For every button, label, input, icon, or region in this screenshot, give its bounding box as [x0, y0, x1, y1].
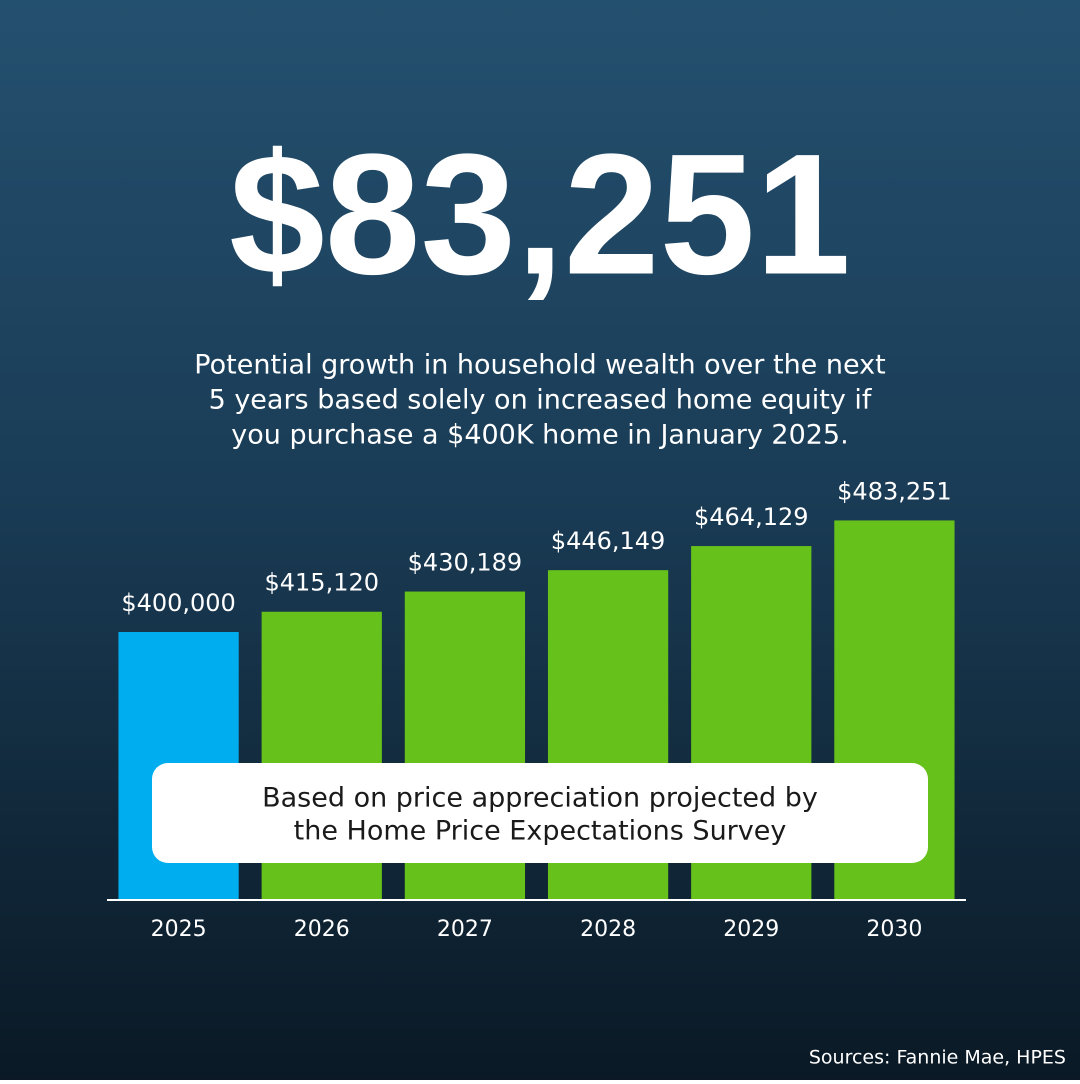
x-tick-label: 2027: [437, 917, 493, 942]
subtitle-line: you purchase a $400K home in January 202…: [231, 420, 848, 451]
source: Sources: Fannie Mae, HPES: [809, 1047, 1066, 1069]
value-label: $415,120: [264, 569, 379, 597]
headline: $83,251: [229, 118, 851, 310]
x-tick-label: 2025: [151, 917, 207, 942]
x-tick-label: 2028: [580, 917, 636, 942]
value-label: $464,129: [694, 503, 809, 531]
x-tick-label: 2030: [866, 917, 922, 942]
note-box: [152, 763, 928, 863]
x-tick-label: 2029: [723, 917, 779, 942]
subtitle-line: Potential growth in household wealth ove…: [194, 350, 885, 381]
value-label: $483,251: [837, 477, 952, 505]
note-line: Based on price appreciation projected by: [262, 783, 818, 814]
value-label: $430,189: [408, 549, 523, 577]
x-tick-label: 2026: [294, 917, 350, 942]
value-label: $446,149: [551, 527, 666, 555]
note-line: the Home Price Expectations Survey: [294, 816, 787, 847]
value-label: $400,000: [121, 589, 236, 617]
subtitle-line: 5 years based solely on increased home e…: [209, 385, 873, 416]
